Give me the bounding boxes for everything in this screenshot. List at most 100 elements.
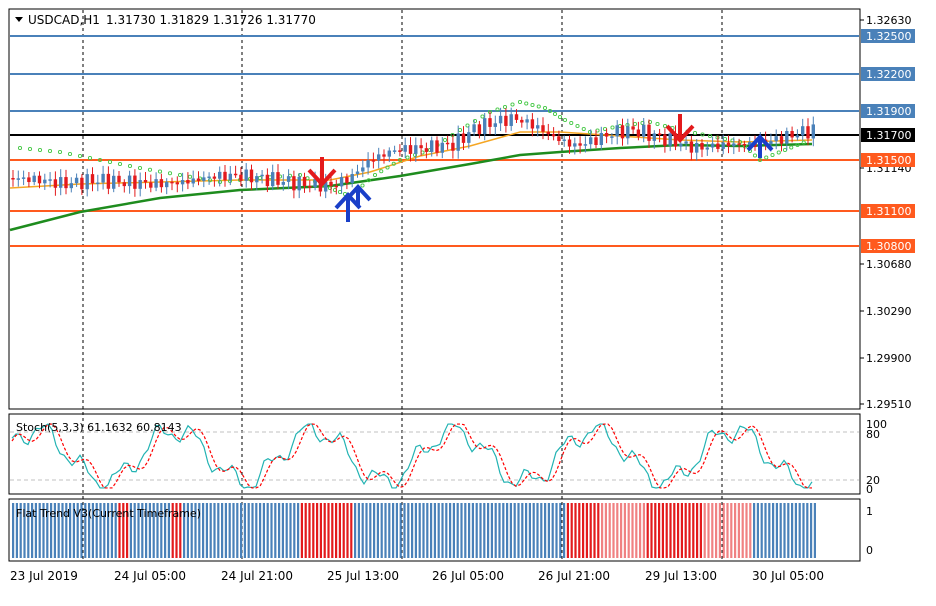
level-tag: [861, 29, 915, 43]
flat-trend-bar: [468, 503, 471, 558]
envelope-dot: [530, 102, 535, 108]
flat-trend-bar: [749, 503, 752, 558]
flat-trend-bar: [388, 503, 391, 558]
candle-body: [748, 142, 752, 145]
level-tag: [861, 67, 915, 81]
envelope-dot: [542, 105, 548, 111]
flat-trend-bar: [768, 503, 771, 558]
candle-body: [642, 124, 646, 137]
candle-body: [504, 115, 508, 126]
candle-body: [59, 177, 63, 188]
envelope-dot: [137, 165, 143, 171]
flat-trend-bar: [243, 503, 246, 558]
flat-trend-bar: [354, 503, 357, 558]
candle-body: [806, 126, 810, 139]
flat-trend-bar: [445, 503, 448, 558]
level-tag: [861, 153, 915, 167]
candle-body: [726, 142, 731, 147]
flat-trend-bar: [274, 503, 277, 558]
candle-body: [382, 154, 386, 157]
flat-trend-bar: [460, 503, 463, 558]
candle-body: [610, 136, 614, 138]
candle-body: [249, 169, 254, 183]
envelope-dot: [581, 126, 586, 132]
price-axis: 1.32630 1.31140 1.30680 1.30290 1.29900 …: [860, 14, 912, 411]
flat-trend-bar: [479, 503, 482, 558]
flat-trend-bar: [342, 503, 345, 558]
flat-trend-bar: [84, 503, 87, 558]
flat-trend-bar: [506, 503, 509, 558]
flat-trend-bar: [107, 503, 110, 558]
envelope-dot: [801, 140, 806, 145]
level-tag: [861, 239, 915, 253]
flat-trend-bar: [726, 503, 729, 558]
flat-trend-bar: [88, 503, 91, 558]
flat-trend-bar: [316, 503, 319, 558]
level-tag-label: 1.32500: [866, 30, 912, 43]
envelope-dot: [517, 99, 523, 105]
flat-trend-bar: [38, 503, 41, 558]
candle-body: [732, 143, 736, 147]
flat-trend-bar: [357, 503, 360, 558]
flat-trend-bar: [525, 503, 528, 558]
envelope-dot: [391, 161, 396, 166]
candle-body: [567, 139, 572, 147]
envelope-dot: [757, 157, 763, 163]
flat-trend-bar: [715, 503, 718, 558]
flat-trend-bar: [31, 503, 34, 558]
flat-trend-bar: [266, 503, 269, 558]
candle-body: [244, 169, 248, 181]
envelope-dot: [472, 118, 478, 124]
candle-body: [520, 119, 524, 123]
flat-trend-bar: [156, 503, 159, 558]
envelope-dot: [207, 178, 213, 183]
price-tick: 1.32630: [866, 14, 912, 27]
time-tick: 25 Jul 13:00: [327, 569, 399, 583]
flat-trend-bar: [300, 503, 303, 558]
envelope-dot: [587, 129, 593, 135]
candle-body: [498, 115, 503, 124]
flat-trend-bar: [547, 503, 550, 558]
flat-trend-bar: [532, 503, 535, 558]
flat-trend-bar: [221, 503, 224, 558]
flat-trend-bar: [399, 503, 402, 558]
flat-trend-bar: [490, 503, 493, 558]
candle-body: [737, 143, 741, 145]
price-tick: 1.30290: [866, 305, 912, 318]
envelope-dot: [177, 172, 183, 178]
flat-trend-bar: [297, 503, 300, 558]
envelope-dot: [552, 111, 558, 117]
flat-trend-bar: [536, 503, 539, 558]
candle-body: [112, 175, 116, 189]
sell-arrow-icon: [307, 157, 337, 187]
envelope-dot: [707, 133, 713, 139]
flat-trend-bar: [426, 503, 429, 558]
candle-body: [435, 140, 439, 153]
candle-body: [377, 154, 381, 161]
flat-trend-bar: [259, 503, 262, 558]
flat-trend-bar: [646, 503, 649, 558]
candle-body: [64, 177, 68, 189]
flat-trend-bar: [175, 503, 178, 558]
candle-body: [297, 176, 301, 191]
flat-trend-bar: [555, 503, 558, 558]
candle-body: [11, 178, 15, 180]
candle-body: [578, 143, 582, 146]
envelope-dot: [157, 169, 163, 174]
flat-trend-bar: [95, 503, 98, 558]
level-tags: 1.32500 1.32200 1.31900 1.31700 1.31500 …: [861, 29, 915, 253]
flat-trend-bar: [574, 503, 577, 558]
candle-body: [710, 143, 715, 148]
envelope-dot: [67, 151, 73, 157]
flat-trend-bar: [692, 503, 695, 558]
candle-body: [483, 118, 487, 135]
candle-body: [594, 137, 598, 146]
stoch-signal-line: [11, 423, 812, 489]
candle-body: [143, 180, 148, 183]
candle-body: [599, 132, 603, 146]
candle-body: [21, 177, 26, 179]
dropdown-triangle-icon[interactable]: [15, 17, 23, 22]
candle-body: [175, 182, 179, 185]
flat-trend-bar: [57, 503, 60, 558]
